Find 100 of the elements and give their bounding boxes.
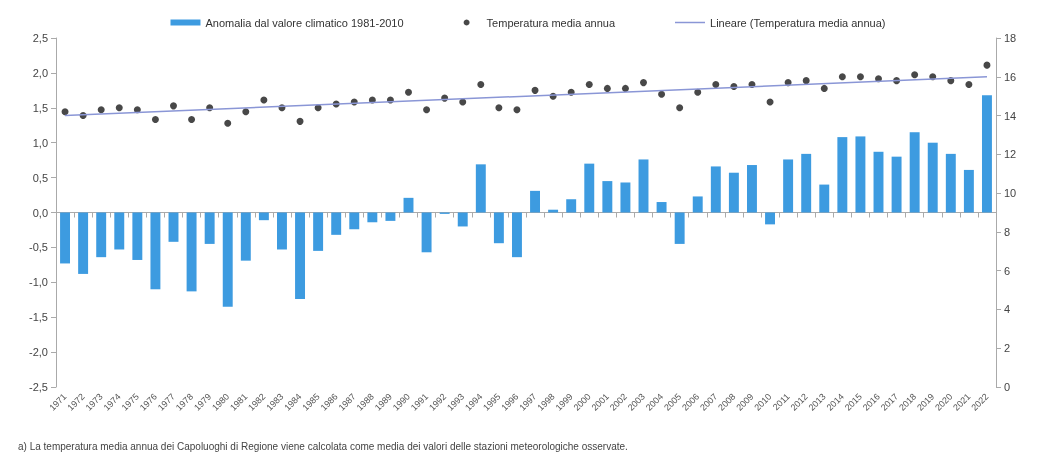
bar	[602, 181, 613, 213]
bar	[638, 159, 649, 213]
y-tick-label: -2,0	[29, 346, 48, 359]
point	[405, 88, 412, 96]
point	[495, 104, 503, 112]
bar	[186, 212, 197, 292]
bar	[403, 197, 414, 213]
legend-label: Anomalia dal valore climatico 1981-2010	[205, 16, 404, 29]
point	[115, 104, 123, 112]
y2-tick-label: 16	[1004, 70, 1017, 83]
point	[97, 106, 105, 114]
y2-tick-label: 6	[1004, 264, 1011, 277]
point	[477, 81, 485, 89]
bar	[421, 212, 432, 253]
point	[712, 81, 720, 89]
y2-tick-label: 18	[1004, 32, 1017, 44]
point	[133, 106, 141, 114]
bar	[457, 212, 468, 227]
point	[640, 79, 647, 87]
bar	[855, 136, 866, 213]
bar	[765, 212, 776, 225]
y2-tick-label: 14	[1004, 109, 1017, 122]
bar	[746, 165, 757, 213]
bar	[222, 212, 233, 307]
bar	[728, 172, 739, 213]
bar	[78, 212, 89, 274]
bar	[493, 212, 504, 244]
bar	[367, 212, 378, 223]
y2-tick-label: 0	[1004, 381, 1011, 393]
point	[296, 117, 304, 125]
bar	[710, 166, 721, 213]
point	[838, 73, 846, 81]
point	[513, 106, 521, 114]
bar	[909, 132, 920, 213]
bar	[132, 212, 143, 260]
y-tick-label: 2,0	[32, 66, 48, 79]
bar	[566, 199, 577, 213]
y2-tick-label: 4	[1004, 303, 1011, 316]
point	[603, 84, 611, 92]
bar	[873, 151, 884, 213]
bar	[60, 212, 71, 264]
point	[61, 108, 69, 116]
legend-label: Temperatura media annua	[486, 16, 616, 29]
bar	[168, 212, 179, 242]
y2-tick-label: 10	[1004, 187, 1017, 200]
bar	[656, 202, 667, 213]
bar	[313, 212, 324, 251]
y-tick-label: 2,5	[32, 32, 48, 44]
y2-tick-label: 8	[1004, 225, 1011, 238]
bar	[258, 212, 269, 221]
y-tick-label: 1,0	[32, 136, 48, 149]
bar	[548, 209, 559, 213]
point	[965, 81, 973, 89]
bar	[801, 153, 812, 213]
y-tick-label: 1,5	[32, 101, 48, 114]
point	[658, 90, 666, 98]
bar	[783, 159, 794, 213]
bar	[240, 212, 251, 261]
bar	[530, 190, 541, 213]
point	[856, 73, 864, 81]
bar	[114, 212, 125, 250]
bar	[692, 196, 703, 213]
bar	[620, 182, 631, 213]
point	[188, 115, 196, 123]
bar	[349, 212, 360, 230]
point	[531, 86, 539, 94]
bar	[331, 212, 342, 235]
bar	[584, 163, 595, 213]
point	[676, 104, 684, 112]
bar	[385, 212, 396, 221]
point	[423, 106, 431, 114]
bar	[204, 212, 215, 244]
y-tick-label: 0,0	[32, 206, 48, 219]
y-tick-label: -1,0	[29, 276, 48, 289]
point	[820, 84, 828, 92]
y-tick-label: -1,5	[29, 311, 48, 324]
point	[802, 77, 810, 85]
bar	[674, 212, 685, 244]
point	[224, 119, 232, 127]
y-tick-label: -2,5	[29, 381, 48, 393]
point	[170, 102, 177, 110]
bar	[837, 137, 848, 213]
bar	[150, 212, 161, 290]
bar	[981, 95, 992, 213]
bar	[96, 212, 107, 258]
bar	[295, 212, 306, 300]
bar	[819, 184, 830, 213]
y-tick-label: 0,5	[32, 171, 48, 184]
point	[911, 71, 919, 79]
bar	[511, 212, 522, 258]
text: a) La temperatura media annua dei Capoluoghi di Regione viene calcolata come media dei valori delle stazioni meteorologiche osservate.	[18, 440, 628, 452]
y-tick-label: -0,5	[29, 241, 48, 254]
y2-tick-label: 12	[1004, 148, 1017, 161]
bar	[891, 156, 902, 213]
point	[621, 84, 629, 92]
bar	[963, 169, 974, 213]
bar	[945, 153, 956, 213]
bar	[276, 212, 287, 250]
bar	[475, 164, 486, 213]
bar	[927, 142, 938, 213]
